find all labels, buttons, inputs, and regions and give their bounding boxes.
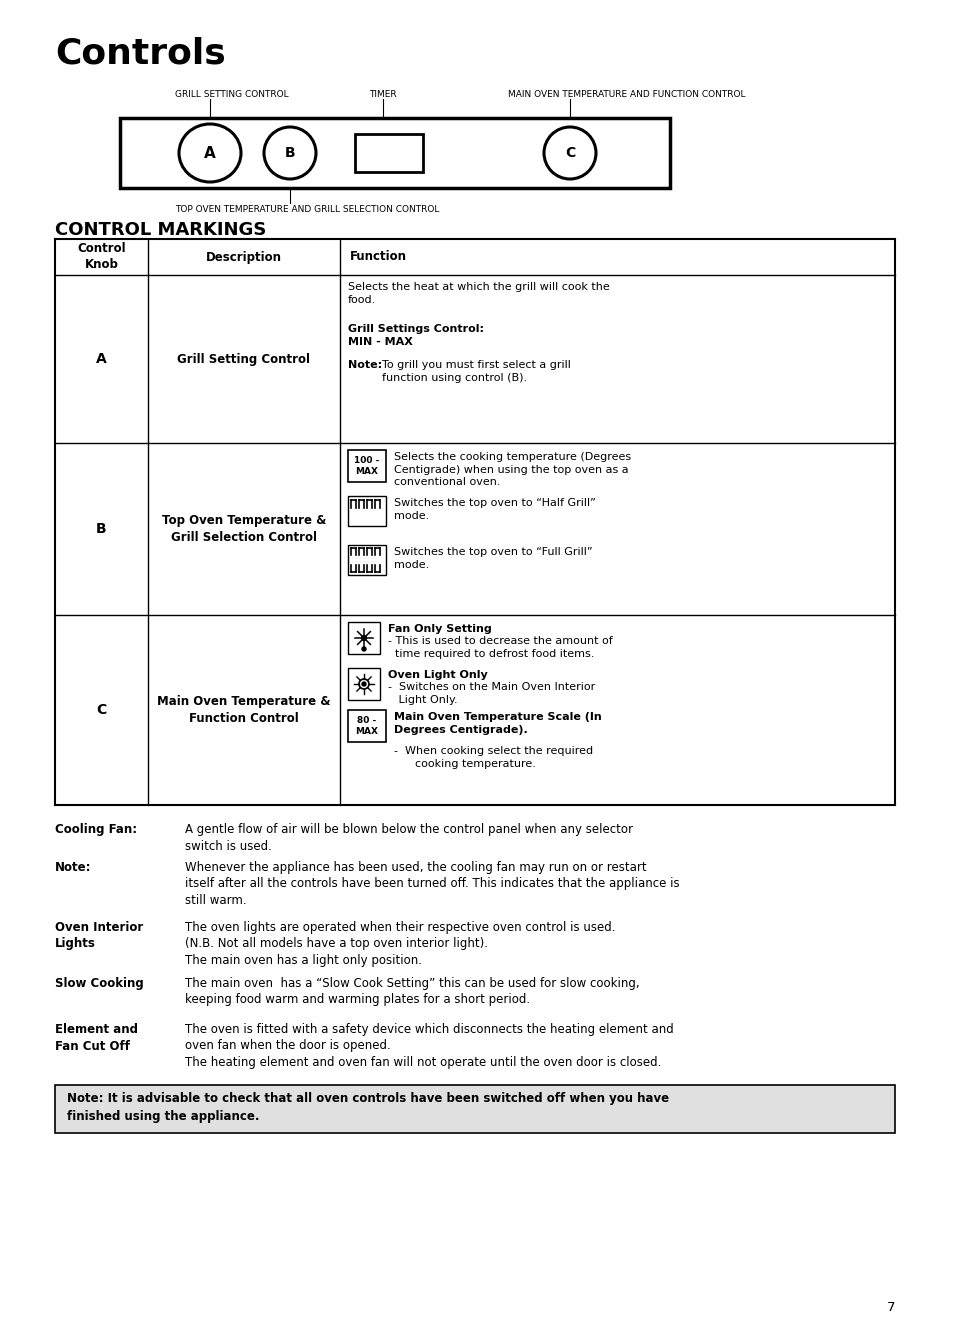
Text: Note: It is advisable to check that all oven controls have been switched off whe: Note: It is advisable to check that all … <box>67 1092 668 1124</box>
Bar <box>55 1085 894 1133</box>
Text: Switches the top oven to “Full Grill”
mode.: Switches the top oven to “Full Grill” mo… <box>394 546 592 569</box>
Bar <box>348 450 386 482</box>
Text: Description: Description <box>206 251 282 263</box>
Text: -  Switches on the Main Oven Interior
   Light Only.: - Switches on the Main Oven Interior Lig… <box>388 681 595 704</box>
Text: MAIN OVEN TEMPERATURE AND FUNCTION CONTROL: MAIN OVEN TEMPERATURE AND FUNCTION CONTR… <box>507 90 744 99</box>
Text: To grill you must first select a grill
function using control (B).: To grill you must first select a grill f… <box>381 359 570 383</box>
Text: Main Oven Temperature Scale (In
Degrees Centigrade).: Main Oven Temperature Scale (In Degrees … <box>394 712 601 735</box>
Ellipse shape <box>264 127 315 179</box>
Text: Function: Function <box>350 251 407 263</box>
Text: 100 -
MAX: 100 - MAX <box>354 457 379 476</box>
Bar <box>348 709 386 741</box>
Ellipse shape <box>543 127 596 179</box>
Ellipse shape <box>179 124 241 182</box>
Text: CONTROL MARKINGS: CONTROL MARKINGS <box>55 220 266 239</box>
Bar <box>348 496 386 526</box>
Bar <box>348 668 379 700</box>
Text: Note:: Note: <box>348 359 382 370</box>
Text: Grill Setting Control: Grill Setting Control <box>177 353 310 366</box>
Text: GRILL SETTING CONTROL: GRILL SETTING CONTROL <box>174 90 289 99</box>
Text: Selects the cooking temperature (Degrees
Centigrade) when using the top oven as : Selects the cooking temperature (Degrees… <box>394 452 631 488</box>
Bar <box>348 545 386 574</box>
Circle shape <box>361 647 366 651</box>
Text: Element and
Fan Cut Off: Element and Fan Cut Off <box>55 1023 138 1053</box>
Text: The oven is fitted with a safety device which disconnects the heating element an: The oven is fitted with a safety device … <box>185 1023 673 1069</box>
Text: Control
Knob: Control Knob <box>77 243 126 271</box>
Text: B: B <box>96 522 107 536</box>
Text: Switches the top oven to “Half Grill”
mode.: Switches the top oven to “Half Grill” mo… <box>394 498 596 521</box>
Text: Whenever the appliance has been used, the cooling fan may run on or restart
itse: Whenever the appliance has been used, th… <box>185 860 679 907</box>
Text: Selects the heat at which the grill will cook the
food.: Selects the heat at which the grill will… <box>348 282 609 305</box>
Text: 80 -
MAX: 80 - MAX <box>355 716 378 736</box>
Text: C: C <box>96 703 107 717</box>
Text: Oven Interior
Lights: Oven Interior Lights <box>55 921 143 950</box>
Text: Controls: Controls <box>55 36 226 69</box>
Text: Oven Light Only: Oven Light Only <box>388 669 487 680</box>
Text: Note:: Note: <box>55 860 91 874</box>
Text: 7: 7 <box>885 1301 894 1315</box>
Text: A gentle flow of air will be blown below the control panel when any selector
swi: A gentle flow of air will be blown below… <box>185 823 633 852</box>
Text: Cooling Fan:: Cooling Fan: <box>55 823 137 836</box>
Text: TOP OVEN TEMPERATURE AND GRILL SELECTION CONTROL: TOP OVEN TEMPERATURE AND GRILL SELECTION… <box>174 204 439 214</box>
Text: The oven lights are operated when their respective oven control is used.
(​N.B. : The oven lights are operated when their … <box>185 921 615 967</box>
Bar <box>355 134 422 172</box>
Text: MIN - MAX: MIN - MAX <box>348 337 413 347</box>
Text: A: A <box>96 351 107 366</box>
Bar <box>120 118 669 188</box>
Text: B: B <box>284 146 295 160</box>
Bar <box>348 623 379 655</box>
Text: - This is used to decrease the amount of
  time required to defrost food items.: - This is used to decrease the amount of… <box>388 636 612 659</box>
Text: Main Oven Temperature &
Function Control: Main Oven Temperature & Function Control <box>157 695 331 724</box>
Text: A: A <box>204 146 215 160</box>
Text: Fan Only Setting: Fan Only Setting <box>388 624 491 635</box>
Text: C: C <box>564 146 575 160</box>
Text: Grill Settings Control:: Grill Settings Control: <box>348 325 483 334</box>
Text: Top Oven Temperature &
Grill Selection Control: Top Oven Temperature & Grill Selection C… <box>162 514 326 544</box>
Text: The main oven  has a “Slow Cook Setting” this can be used for slow cooking,
keep: The main oven has a “Slow Cook Setting” … <box>185 977 639 1006</box>
Circle shape <box>361 681 366 685</box>
Text: -  When cooking select the required
      cooking temperature.: - When cooking select the required cooki… <box>394 745 593 768</box>
Text: TIMER: TIMER <box>369 90 396 99</box>
Text: Slow Cooking: Slow Cooking <box>55 977 144 990</box>
